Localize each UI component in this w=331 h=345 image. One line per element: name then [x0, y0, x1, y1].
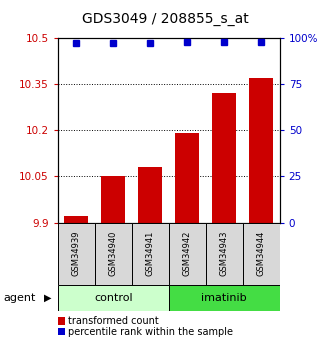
Text: imatinib: imatinib [202, 293, 247, 303]
Bar [243, 223, 280, 285]
Text: agent: agent [3, 293, 36, 303]
Bar [95, 223, 132, 285]
Text: ▶: ▶ [44, 293, 52, 303]
Text: GSM34939: GSM34939 [72, 231, 81, 276]
Bar [58, 285, 169, 310]
Text: GSM34942: GSM34942 [183, 231, 192, 276]
Text: percentile rank within the sample: percentile rank within the sample [68, 327, 233, 336]
Bar [212, 93, 236, 223]
Bar [58, 223, 95, 285]
Text: control: control [94, 293, 133, 303]
Text: transformed count: transformed count [68, 316, 159, 326]
Bar [65, 216, 88, 223]
Bar [132, 223, 169, 285]
Text: GDS3049 / 208855_s_at: GDS3049 / 208855_s_at [82, 12, 249, 26]
Bar [169, 285, 280, 310]
Bar [101, 176, 125, 223]
Text: GSM34940: GSM34940 [109, 231, 118, 276]
Bar [169, 223, 206, 285]
Bar [249, 78, 273, 223]
Text: GSM34944: GSM34944 [257, 231, 266, 276]
Bar [138, 167, 162, 223]
Text: GSM34941: GSM34941 [146, 231, 155, 276]
Text: GSM34943: GSM34943 [220, 231, 229, 276]
Bar [175, 133, 199, 223]
Bar [206, 223, 243, 285]
